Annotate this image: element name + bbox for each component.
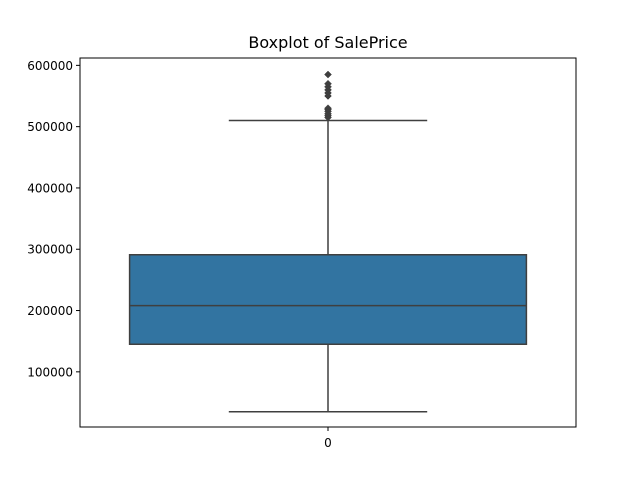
y-tick-label: 100000: [27, 365, 73, 379]
plot-area: [128, 70, 528, 413]
axes-frame: [79, 57, 577, 428]
y-tick-label: 300000: [27, 243, 73, 257]
outlier-point: [324, 70, 332, 79]
y-tick-label: 500000: [27, 120, 73, 134]
y-tick-label: 400000: [27, 181, 73, 195]
chart-title: Boxplot of SalePrice: [248, 33, 407, 52]
y-tick-label: 600000: [27, 59, 73, 73]
x-tick-label: 0: [324, 436, 332, 450]
y-tick-label: 200000: [27, 304, 73, 318]
x-axis: 0: [324, 427, 332, 450]
iqr-box: [128, 254, 528, 346]
outlier-point: [324, 104, 332, 113]
outlier-point: [324, 79, 332, 88]
y-axis: 100000 200000 300000 400000 500000 600000: [27, 59, 80, 379]
